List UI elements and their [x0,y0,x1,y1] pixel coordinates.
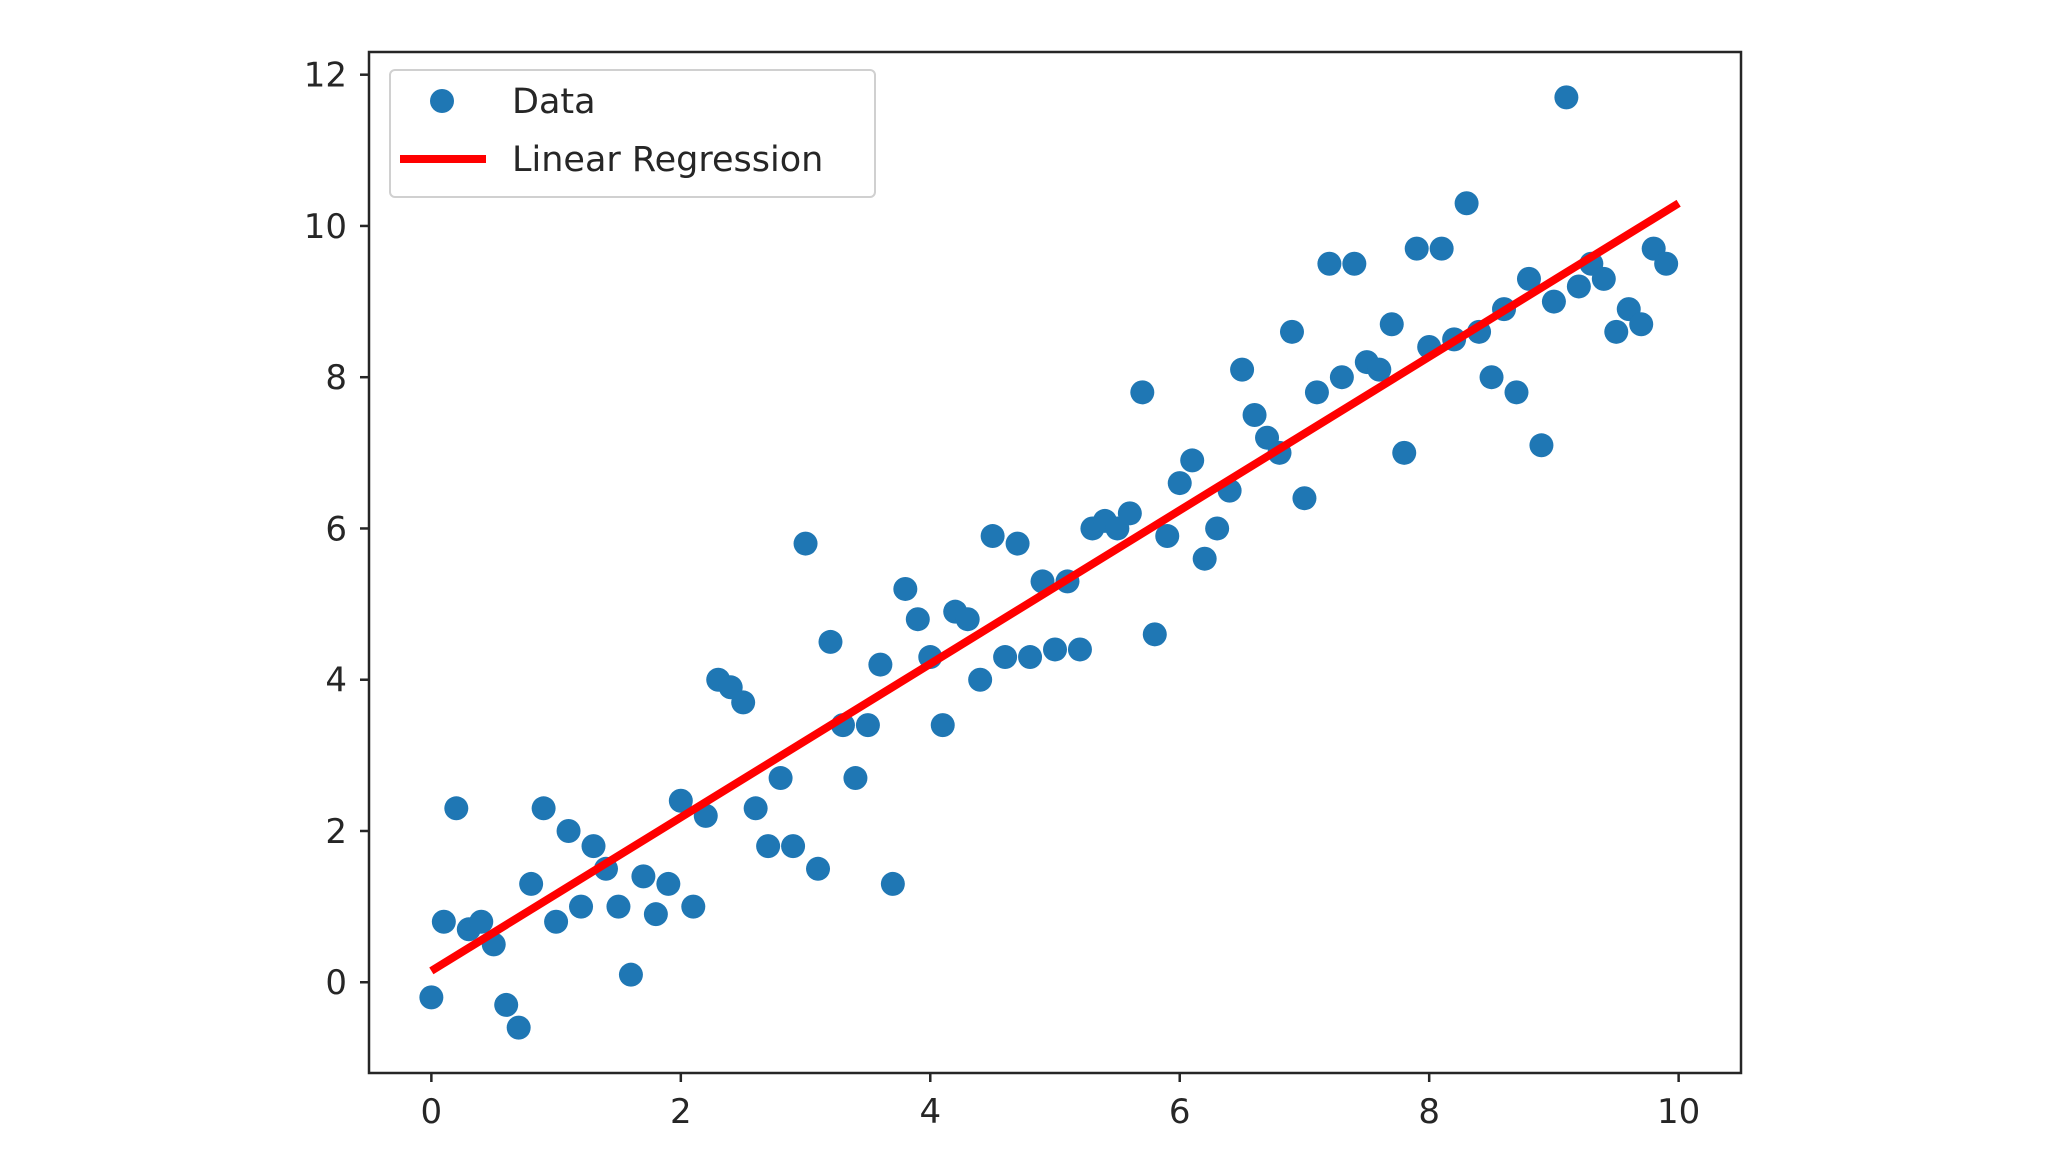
data-point [1479,365,1504,390]
data-point [893,576,918,601]
data-point [1043,637,1067,662]
data-point [968,667,993,692]
y-tick-label: 8 [325,358,347,398]
data-point [768,766,793,791]
legend-box [389,69,876,198]
data-point [1304,380,1329,405]
data-point [1279,319,1304,344]
x-tick-label: 10 [1657,1092,1700,1132]
y-tick-label: 10 [304,207,347,247]
legend-label: Data [512,82,596,122]
data-point [818,629,843,654]
data-point [930,713,955,738]
y-tick-label: 0 [325,963,347,1003]
y-tick-label: 4 [325,661,347,701]
data-point [1504,380,1529,405]
x-tick-label: 2 [670,1092,692,1132]
data-point [731,690,756,715]
x-tick-label: 6 [1169,1092,1191,1132]
data-point [469,909,494,934]
data-point [756,834,781,859]
data-point [606,894,631,919]
data-point [793,531,818,556]
data-point [1629,312,1654,337]
data-point [1654,251,1679,276]
x-tick-label: 8 [1418,1092,1440,1132]
data-point [681,894,706,919]
data-point [806,856,831,881]
x-tick-label: 4 [919,1092,941,1132]
y-tick-label: 6 [325,509,347,549]
data-point [531,796,556,821]
data-point [1329,365,1354,390]
data-point [1067,637,1092,662]
data-point [1142,622,1167,647]
data-point [668,788,693,813]
data-point [544,909,569,934]
data-point [656,871,681,896]
data-point [556,818,581,843]
data-point [631,864,656,889]
data-point [506,1015,531,1040]
data-point [419,985,444,1010]
data-point [1230,357,1255,382]
data-point [1591,266,1616,291]
data-point [1018,645,1043,670]
data-point [1192,546,1217,571]
data-point [581,834,606,859]
data-point [855,713,880,738]
data-point [1005,531,1030,556]
data-point [444,796,469,821]
data-point [1342,251,1367,276]
data-point [643,902,668,927]
legend-marker-data [430,89,454,113]
data-point [1454,191,1479,216]
data-point [1242,403,1267,428]
data-point [1404,236,1429,261]
data-point [1117,501,1142,526]
y-tick-label: 12 [304,56,347,96]
data-point [955,607,980,632]
data-point [1367,357,1392,382]
data-point [1205,516,1230,541]
data-point [1292,486,1317,511]
x-tick-label: 0 [421,1092,443,1132]
data-point [1604,319,1629,344]
data-point [431,909,456,934]
data-point [880,871,905,896]
data-point [1529,433,1554,458]
data-point [618,962,643,987]
data-point [1541,289,1566,314]
data-point [980,524,1005,549]
data-point [1167,471,1192,496]
regression-line [429,199,1681,975]
data-point [494,992,519,1017]
data-point [1155,524,1180,549]
data-point [743,796,768,821]
data-point [569,894,594,919]
data-point [1392,440,1417,465]
data-point [1554,85,1579,110]
data-point [519,871,544,896]
y-tick-label: 2 [325,812,347,852]
data-point [1566,274,1591,299]
data-point [1379,312,1404,337]
data-point [1429,236,1454,261]
plot-frame [367,50,1743,1075]
data-point [993,645,1018,670]
data-point [1180,448,1205,473]
data-point [868,652,893,677]
data-point [1516,266,1541,291]
data-point [781,834,806,859]
data-point [905,607,930,632]
legend-label: Linear Regression [512,140,823,180]
data-point [843,766,868,791]
data-point [1130,380,1155,405]
data-point [1317,251,1342,276]
